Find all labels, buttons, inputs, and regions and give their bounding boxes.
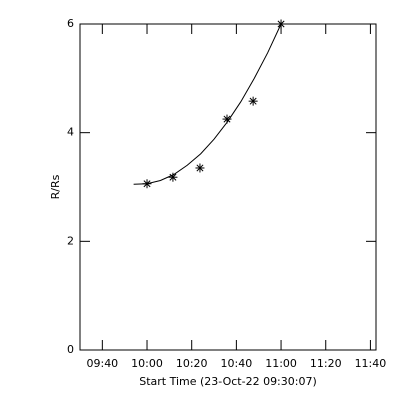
y-tick-label: 4 <box>67 126 74 139</box>
y-tick-label: 2 <box>67 234 74 247</box>
marker-stroke <box>223 115 231 123</box>
fit-curve <box>133 23 282 185</box>
x-tick-label: 11:20 <box>310 357 342 370</box>
asterisk-marker <box>168 172 178 182</box>
x-tick-label: 09:40 <box>86 357 118 370</box>
x-tick-label: 10:40 <box>221 357 253 370</box>
x-tick-label: 10:00 <box>131 357 163 370</box>
marker-stroke <box>196 164 204 172</box>
plot-frame <box>79 23 377 351</box>
y-axis-title: R/Rs <box>49 174 62 199</box>
x-axis-title: Start Time (23-Oct-22 09:30:07) <box>139 375 317 388</box>
x-tick-label: 10:20 <box>176 357 208 370</box>
asterisk-marker <box>195 163 205 173</box>
asterisk-marker <box>248 96 258 106</box>
y-tick-label: 0 <box>67 343 74 356</box>
x-tick-label: 11:00 <box>265 357 297 370</box>
marker-stroke <box>249 97 257 105</box>
y-tick-label: 6 <box>67 17 74 30</box>
x-tick-label: 11:40 <box>355 357 387 370</box>
marker-stroke <box>169 173 177 181</box>
